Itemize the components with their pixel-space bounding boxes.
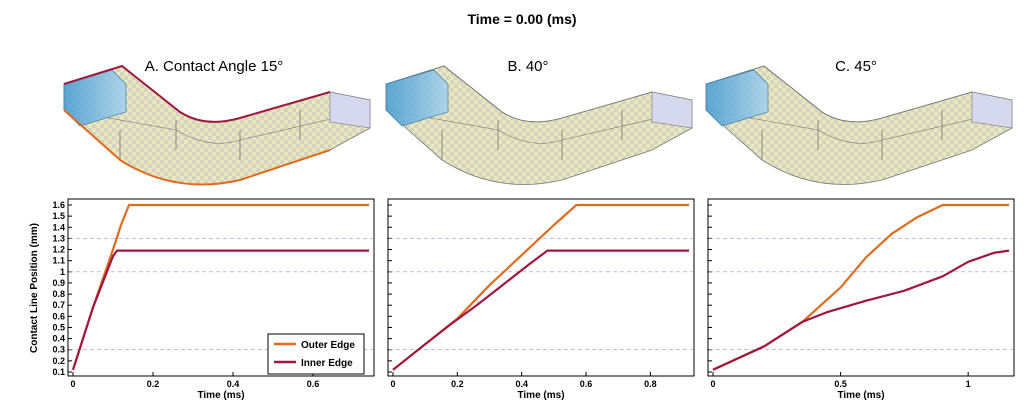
- y-tick-label: 0.9: [52, 278, 65, 288]
- channel-render-a: [63, 64, 371, 186]
- x-tick-label: 0: [70, 379, 75, 389]
- x-tick-label: 0.5: [834, 379, 847, 389]
- legend-box: [267, 333, 365, 375]
- y-tick-label: 0.1: [52, 367, 65, 377]
- channel-section-lines: [761, 110, 943, 160]
- y-axis-label: Contact Line Position (mm): [29, 223, 40, 353]
- fluid-front: [705, 69, 769, 127]
- x-tick-label: 0: [710, 379, 715, 389]
- series-inner-edge: [712, 249, 1010, 371]
- channel-mid-edge: [705, 109, 1013, 144]
- y-tick-label: 0.7: [52, 300, 65, 310]
- fluid-front: [385, 69, 449, 127]
- y-tick-label: 0.6: [52, 311, 65, 321]
- panel-title-b: B. 40°: [507, 58, 548, 75]
- channel-mid-edge: [385, 109, 693, 144]
- series-inner-edge: [71, 249, 369, 371]
- y-tick-label: 1.2: [52, 245, 65, 255]
- legend: Outer Edge Inner Edge: [267, 333, 365, 375]
- x-axis-label: Time (ms): [837, 390, 884, 401]
- x-axis-label: Time (ms): [517, 390, 564, 401]
- channel-section-lines: [119, 110, 301, 160]
- y-tick-label: 1.5: [52, 211, 65, 221]
- plot-area: [707, 198, 1015, 377]
- x-tick-label: 0.8: [644, 379, 657, 389]
- x-tick-label: 0.2: [147, 379, 160, 389]
- chart-panel-c: 0 0.5 1 Time (ms): [707, 198, 1015, 401]
- channel-top-edge: [385, 65, 693, 123]
- y-tick-label: 0.5: [52, 322, 65, 332]
- x-tick-label: 0.4: [227, 379, 240, 389]
- y-tick-label: 0.4: [52, 334, 65, 344]
- y-tick-label: 1.3: [52, 233, 65, 243]
- legend-outer-label: Outer Edge: [301, 340, 355, 351]
- inner-contact-line: [63, 64, 331, 123]
- y-tick-label: 0.3: [52, 345, 65, 355]
- plot-area: [387, 198, 695, 377]
- x-tick-label: 0.4: [515, 379, 528, 389]
- time-title: Time = 0.00 (ms): [467, 11, 576, 27]
- legend-inner-label: Inner Edge: [301, 358, 353, 369]
- series-inner-edge: [392, 249, 689, 371]
- x-axis-label: Time (ms): [197, 390, 244, 401]
- channel-render-b: [385, 65, 693, 185]
- y-tick-label: 1: [60, 267, 65, 277]
- y-tick-label: 1.6: [52, 200, 65, 210]
- channel-section-lines: [441, 110, 623, 160]
- y-tick-label: 1.1: [52, 256, 65, 266]
- y-tick-label: 0.2: [52, 356, 65, 366]
- chart-panel-b: 0 0.2 0.4 0.6 0.8 Time (ms): [387, 198, 695, 401]
- x-tick-label: 0: [390, 379, 395, 389]
- x-tick-label: 0.2: [451, 379, 464, 389]
- y-tick-label: 0.8: [52, 289, 65, 299]
- panel-title-c: C. 45°: [835, 58, 877, 75]
- channel-outlet: [329, 91, 371, 129]
- panel-title-a: A. Contact Angle 15°: [145, 58, 284, 75]
- channel-outlet: [971, 91, 1013, 129]
- channel-top-edge: [705, 65, 1013, 123]
- y-tick-label: 1.4: [52, 222, 65, 232]
- channel-outlet: [651, 91, 693, 129]
- outer-contact-line: [63, 109, 331, 186]
- channel-renders: [63, 64, 1013, 186]
- x-tick-label: 1: [966, 379, 971, 389]
- channel-mid-edge: [63, 109, 371, 144]
- channel-render-c: [705, 65, 1013, 185]
- x-tick-label: 0.6: [580, 379, 593, 389]
- x-tick-label: 0.6: [307, 379, 320, 389]
